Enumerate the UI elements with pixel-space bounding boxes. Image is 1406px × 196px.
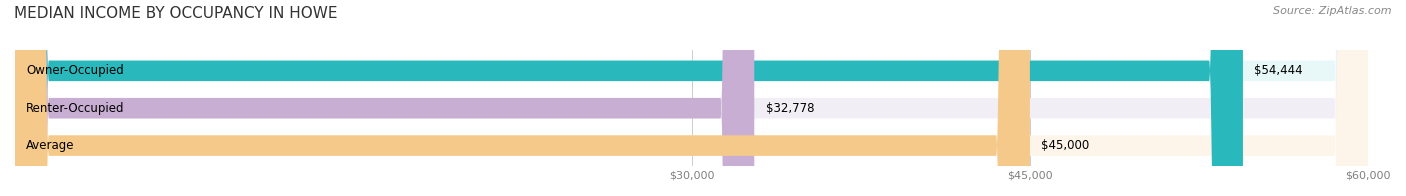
Text: $32,778: $32,778	[765, 102, 814, 115]
FancyBboxPatch shape	[15, 0, 1368, 196]
Text: $54,444: $54,444	[1254, 64, 1303, 77]
Text: MEDIAN INCOME BY OCCUPANCY IN HOWE: MEDIAN INCOME BY OCCUPANCY IN HOWE	[14, 6, 337, 21]
Text: Owner-Occupied: Owner-Occupied	[27, 64, 124, 77]
FancyBboxPatch shape	[15, 0, 1243, 196]
FancyBboxPatch shape	[15, 0, 754, 196]
Text: Source: ZipAtlas.com: Source: ZipAtlas.com	[1274, 6, 1392, 16]
Text: Average: Average	[27, 139, 75, 152]
Text: Renter-Occupied: Renter-Occupied	[27, 102, 125, 115]
FancyBboxPatch shape	[15, 0, 1031, 196]
FancyBboxPatch shape	[15, 0, 1368, 196]
Text: $45,000: $45,000	[1042, 139, 1090, 152]
FancyBboxPatch shape	[15, 0, 1368, 196]
